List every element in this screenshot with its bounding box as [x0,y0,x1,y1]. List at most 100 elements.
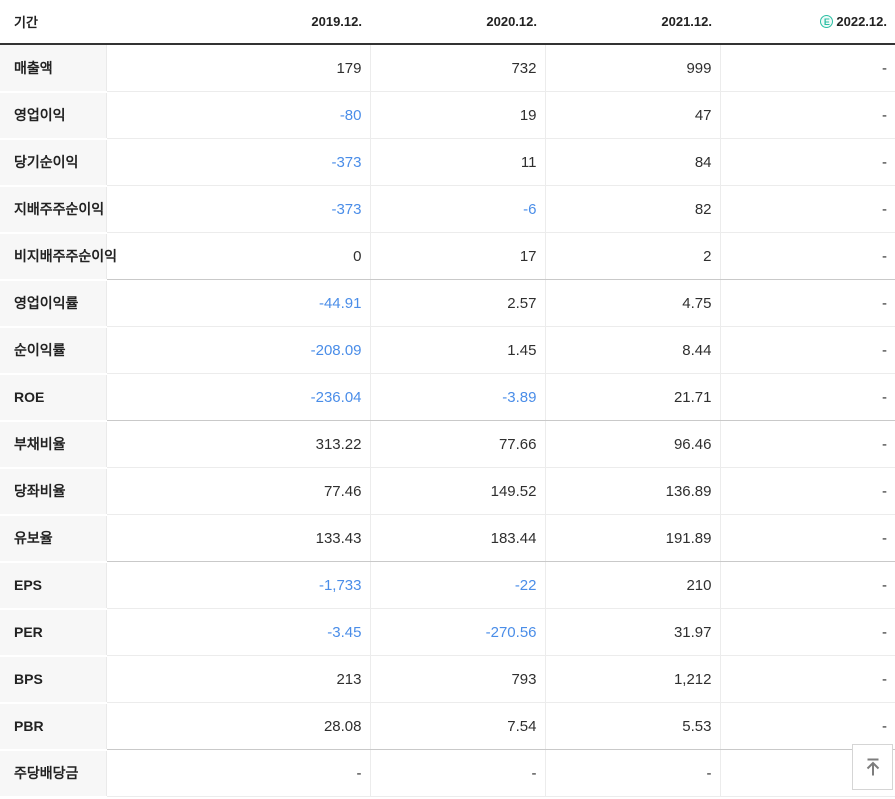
column-header: 2020.12. [370,0,545,45]
row-label: 유보율 [0,514,107,563]
cell-value: - [720,279,895,327]
cell-value: - [720,326,895,374]
cell-value: - [720,655,895,703]
table-row: 주당배당금 - - - - [0,749,895,798]
row-label: 비지배주주순이익 [0,232,117,281]
cell-value: -22 [370,561,546,609]
cell-value: -373 [106,185,371,233]
cell-value: - [720,138,895,186]
column-header: E 2022.12. [720,0,895,45]
cell-value: - [720,185,895,233]
cell-value: -208.09 [106,326,371,374]
table-row: 영업이익률 -44.91 2.57 4.75 - [0,279,895,328]
arrow-up-to-top-icon [863,756,883,778]
row-label: PBR [0,702,107,751]
cell-value: -44.91 [106,279,371,327]
cell-value: 0 [106,232,371,280]
table-row: 비지배주주순이익 0 17 2 - [0,232,895,281]
cell-value: 1,212 [545,655,721,703]
cell-value: 5.53 [545,702,721,750]
cell-value: 8.44 [545,326,721,374]
cell-value: 136.89 [545,467,721,515]
cell-value: -270.56 [370,608,546,656]
row-label: ROE [0,373,107,422]
table-header-row: 기간 2019.12. 2020.12. 2021.12. E 2022.12. [0,0,895,45]
row-label: 부채비율 [0,420,107,469]
cell-value: 313.22 [106,420,371,468]
table-body: 매출액 179 732 999 - 영업이익 -80 19 47 - 당기순이익… [0,44,895,798]
cell-value: 19 [370,91,546,139]
table-row: 지배주주순이익 -373 -6 82 - [0,185,895,234]
cell-value: 82 [545,185,721,233]
table-row: PBR 28.08 7.54 5.53 - [0,702,895,751]
cell-value: 2 [545,232,721,280]
cell-value: 77.46 [106,467,371,515]
cell-value: -373 [106,138,371,186]
row-label: BPS [0,655,107,704]
row-label: 영업이익률 [0,279,107,328]
estimate-badge-icon: E [820,15,834,28]
cell-value: 17 [370,232,546,280]
cell-value: 999 [545,44,721,92]
table-row: 매출액 179 732 999 - [0,44,895,93]
row-label: 당기순이익 [0,138,107,187]
cell-value: - [545,749,721,797]
cell-value: 133.43 [106,514,371,562]
cell-value: 21.71 [545,373,721,421]
cell-value: 31.97 [545,608,721,656]
cell-value: - [370,749,546,797]
scroll-to-top-button[interactable] [852,744,893,790]
cell-value: 793 [370,655,546,703]
cell-value: - [720,373,895,421]
row-label: 매출액 [0,44,107,93]
cell-value: - [720,702,895,750]
table-row: PER -3.45 -270.56 31.97 - [0,608,895,657]
cell-value: 183.44 [370,514,546,562]
cell-value: -80 [106,91,371,139]
table-row: 당기순이익 -373 11 84 - [0,138,895,187]
row-label: 지배주주순이익 [0,185,107,234]
cell-value: - [720,420,895,468]
cell-value: 11 [370,138,546,186]
table-row: ROE -236.04 -3.89 21.71 - [0,373,895,422]
cell-value: - [720,232,895,280]
cell-value: -3.45 [106,608,371,656]
cell-value: -6 [370,185,546,233]
table-row: 부채비율 313.22 77.66 96.46 - [0,420,895,469]
cell-value: 4.75 [545,279,721,327]
cell-value: 84 [545,138,721,186]
cell-value: 2.57 [370,279,546,327]
table-row: 당좌비율 77.46 149.52 136.89 - [0,467,895,516]
cell-value: 28.08 [106,702,371,750]
row-label: 순이익률 [0,326,107,375]
cell-value: 732 [370,44,546,92]
row-label: EPS [0,561,107,610]
cell-value: - [720,91,895,139]
column-header: 2019.12. [106,0,370,45]
cell-value: - [720,561,895,609]
cell-value: 47 [545,91,721,139]
table-row: 유보율 133.43 183.44 191.89 - [0,514,895,563]
period-header: 기간 [0,0,106,45]
cell-value: 96.46 [545,420,721,468]
cell-value: -236.04 [106,373,371,421]
cell-value: 179 [106,44,371,92]
row-label: 영업이익 [0,91,107,140]
table-row: 순이익률 -208.09 1.45 8.44 - [0,326,895,375]
row-label: 주당배당금 [0,749,107,798]
cell-value: 149.52 [370,467,546,515]
cell-value: - [720,514,895,562]
column-header: 2021.12. [545,0,720,45]
cell-value: 210 [545,561,721,609]
table-header: 기간 2019.12. 2020.12. 2021.12. E 2022.12. [0,0,895,45]
cell-value: 77.66 [370,420,546,468]
table-row: BPS 213 793 1,212 - [0,655,895,704]
row-label: 당좌비율 [0,467,107,516]
cell-value: -1,733 [106,561,371,609]
cell-value: - [720,44,895,92]
table-row: EPS -1,733 -22 210 - [0,561,895,610]
row-label: PER [0,608,107,657]
table-row: 영업이익 -80 19 47 - [0,91,895,140]
cell-value: 7.54 [370,702,546,750]
